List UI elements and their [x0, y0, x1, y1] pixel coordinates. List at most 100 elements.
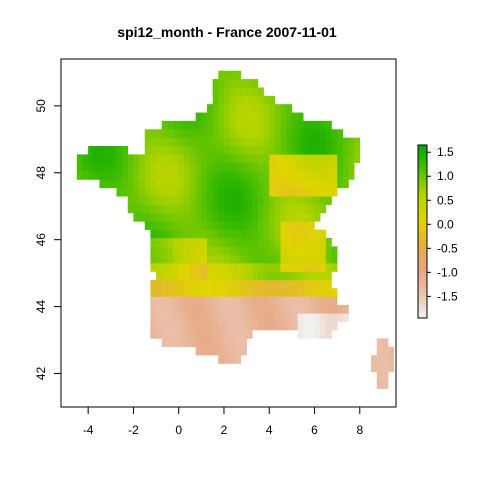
raster-cell: [314, 212, 321, 222]
raster-cell: [291, 154, 298, 164]
raster-cell: [195, 212, 202, 222]
raster-cell: [229, 187, 236, 197]
raster-cell: [139, 179, 146, 189]
colorbar-segment: [418, 234, 427, 238]
raster-cell: [184, 171, 191, 180]
x-tick-label: 0: [175, 423, 182, 437]
raster-cell: [178, 196, 185, 205]
raster-cell: [269, 304, 276, 314]
raster-cell: [286, 137, 293, 147]
raster-cell: [320, 271, 327, 281]
raster-cell: [314, 313, 321, 322]
raster-cell: [116, 154, 123, 164]
raster-cell: [167, 146, 174, 155]
raster-cell: [195, 246, 202, 256]
raster-cell: [173, 179, 180, 189]
raster-cell: [314, 196, 321, 205]
raster-cell: [280, 212, 287, 222]
raster-cell: [331, 179, 338, 189]
raster-cell: [161, 196, 168, 205]
raster-cell: [314, 238, 321, 247]
raster-cell: [82, 162, 89, 172]
raster-cell: [235, 238, 242, 247]
raster-cell: [274, 120, 281, 130]
raster-cell: [348, 146, 355, 155]
raster-cell: [240, 146, 247, 155]
raster-cell: [178, 304, 185, 314]
raster-cell: [161, 129, 168, 138]
raster-cell: [229, 321, 236, 331]
colorbar-segment: [418, 251, 427, 256]
raster-cell: [337, 171, 344, 180]
raster-cell: [252, 271, 259, 281]
raster-cell: [240, 87, 247, 97]
raster-cell: [218, 70, 225, 80]
raster-cell: [150, 229, 157, 239]
raster-cell: [218, 129, 225, 138]
raster-cell: [218, 137, 225, 147]
raster-cell: [280, 221, 287, 230]
raster-cell: [274, 221, 281, 230]
raster-cell: [263, 304, 270, 314]
raster-cell: [252, 212, 259, 222]
raster-cell: [133, 204, 140, 214]
colorbar-segment: [418, 156, 427, 160]
raster-cell: [286, 313, 293, 322]
raster-cell: [297, 154, 304, 164]
raster-cell: [235, 154, 242, 164]
raster-cell: [376, 380, 383, 389]
raster-cell: [116, 179, 123, 189]
raster-cell: [286, 279, 293, 289]
raster-cell: [291, 313, 298, 322]
raster-cell: [218, 179, 225, 189]
raster-cell: [274, 129, 281, 138]
raster-cell: [303, 171, 310, 180]
raster-cell: [195, 263, 202, 272]
raster-cell: [240, 112, 247, 122]
raster-cell: [144, 137, 151, 147]
raster-cell: [99, 146, 106, 155]
y-tick-label: 44: [34, 300, 48, 314]
raster-cell: [246, 304, 253, 314]
raster-cell: [382, 338, 389, 348]
raster-cell: [173, 204, 180, 214]
raster-cell: [269, 254, 276, 264]
raster-cell: [173, 120, 180, 130]
raster-cell: [291, 187, 298, 197]
raster-cell: [201, 330, 208, 339]
raster-cell: [246, 229, 253, 239]
raster-cell: [218, 171, 225, 180]
raster-cell: [105, 171, 112, 180]
raster-cell: [274, 204, 281, 214]
raster-cell: [178, 162, 185, 172]
raster-cell: [252, 104, 259, 113]
raster-cell: [320, 162, 327, 172]
raster-cell: [320, 146, 327, 155]
raster-cell: [325, 304, 332, 314]
raster-cell: [229, 221, 236, 230]
raster-cell: [139, 154, 146, 164]
raster-cell: [388, 346, 395, 356]
raster-cell: [88, 162, 95, 172]
raster-cell: [105, 154, 112, 164]
raster-cell: [382, 380, 389, 389]
raster-cell: [314, 171, 321, 180]
raster-cell: [195, 346, 202, 356]
raster-cell: [184, 137, 191, 147]
raster-cell: [320, 313, 327, 322]
raster-cell: [161, 162, 168, 172]
raster-cell: [303, 146, 310, 155]
y-tick-label: 50: [34, 99, 48, 113]
colorbar-tick-label: 1.0: [437, 169, 454, 183]
raster-cell: [314, 304, 321, 314]
raster-cell: [206, 112, 213, 122]
raster-cell: [235, 279, 242, 289]
raster-cell: [235, 254, 242, 264]
raster-cell: [156, 196, 163, 205]
raster-cell: [337, 154, 344, 164]
raster-cell: [314, 162, 321, 172]
raster-cell: [173, 137, 180, 147]
raster-cell: [286, 196, 293, 205]
raster-cell: [342, 179, 349, 189]
raster-cell: [161, 238, 168, 247]
